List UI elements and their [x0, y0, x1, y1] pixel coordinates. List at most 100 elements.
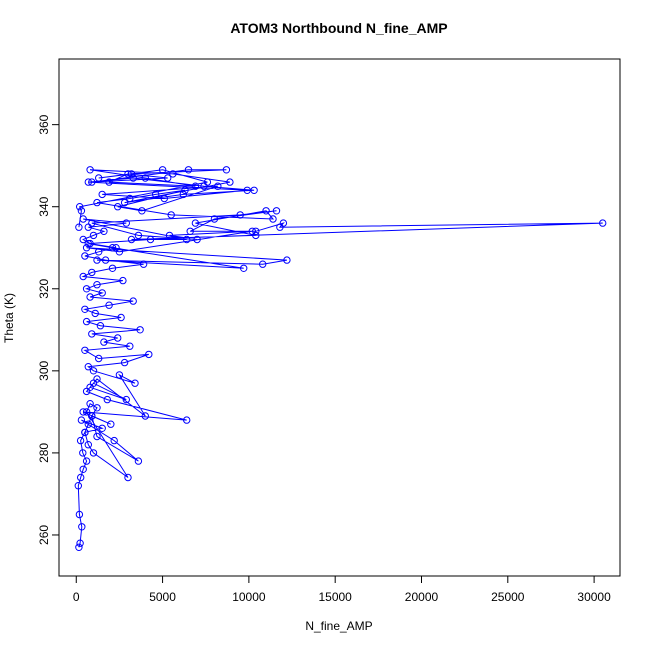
data-point: [276, 223, 284, 231]
data-point: [110, 436, 118, 445]
data-point: [81, 252, 89, 260]
data-point: [283, 256, 291, 264]
data-point: [120, 358, 129, 367]
data-point: [100, 338, 108, 346]
data-point: [164, 174, 172, 182]
data-point: [89, 367, 98, 375]
series-line: [77, 169, 603, 548]
data-point: [79, 272, 87, 281]
data-point: [183, 235, 191, 244]
data-point: [105, 178, 113, 186]
x-axis-label: N_fine_AMP: [305, 619, 372, 633]
data-point: [115, 371, 124, 379]
data-point: [91, 309, 99, 318]
data-point: [136, 326, 144, 334]
data-point: [75, 223, 83, 231]
data-point: [191, 182, 200, 190]
data-point: [100, 227, 108, 236]
data-point: [86, 400, 94, 408]
y-tick-label: 300: [37, 361, 51, 381]
data-point: [88, 412, 96, 420]
data-point: [169, 170, 177, 178]
data-point: [81, 305, 89, 313]
data-point: [183, 416, 191, 424]
data-point: [240, 264, 248, 272]
data-point: [89, 449, 98, 457]
data-point: [88, 330, 96, 338]
y-tick-label: 340: [37, 196, 51, 216]
data-point: [93, 375, 101, 383]
data-point: [126, 342, 134, 350]
data-point: [226, 178, 234, 186]
x-tick-label: 10000: [232, 590, 266, 604]
y-tick-label: 320: [37, 278, 51, 298]
data-point: [134, 457, 143, 465]
data-point: [84, 178, 93, 186]
x-tick-label: 0: [73, 590, 80, 604]
data-point: [95, 354, 103, 363]
data-point: [89, 231, 98, 240]
y-tick-label: 260: [37, 525, 51, 545]
data-point: [186, 227, 194, 236]
data-point: [272, 207, 281, 215]
y-axis-label: Theta (K): [2, 293, 16, 343]
data-point: [129, 174, 137, 182]
data-point: [98, 289, 106, 297]
data-point: [84, 441, 93, 449]
data-point: [210, 215, 219, 223]
x-axis: 0 5000 10000 15000 20000 25000 30000: [73, 575, 611, 604]
data-point: [262, 207, 270, 215]
data-point: [107, 420, 115, 428]
data-point: [122, 219, 131, 227]
y-axis: 260 280 300 320 340 360: [37, 114, 60, 545]
data-point: [79, 408, 87, 416]
plot-frame: [58, 58, 621, 577]
data-point: [79, 465, 87, 473]
data-point: [193, 235, 201, 244]
data-point: [222, 166, 231, 174]
data-point: [79, 449, 87, 457]
data-point: [103, 395, 112, 404]
data-point: [269, 215, 277, 223]
data-point: [181, 186, 189, 195]
data-point: [129, 297, 137, 305]
data-point: [203, 178, 212, 186]
data-point: [250, 186, 258, 195]
data-point: [86, 383, 94, 391]
data-point: [96, 322, 105, 330]
data-point: [95, 174, 103, 182]
data-point: [93, 198, 101, 207]
data-point: [138, 207, 146, 215]
x-tick-label: 15000: [318, 590, 352, 604]
data-point: [236, 211, 244, 219]
data-point: [179, 190, 188, 199]
data-point: [126, 194, 134, 203]
data-point: [158, 166, 167, 174]
data-point: [81, 428, 89, 437]
data-point: [191, 219, 200, 227]
data-point: [84, 363, 93, 371]
data-point: [108, 264, 117, 272]
data-point: [77, 416, 86, 424]
data-point: [134, 231, 143, 240]
data-point: [77, 207, 86, 215]
data-point: [124, 170, 132, 178]
data-point: [82, 317, 91, 326]
series-lines: [77, 169, 603, 548]
data-point: [141, 174, 150, 182]
y-tick-label: 280: [37, 443, 51, 463]
data-point: [127, 235, 136, 244]
data-point: [105, 301, 113, 309]
data-point: [124, 473, 132, 482]
data-point: [79, 215, 87, 223]
data-point: [117, 313, 125, 322]
data-point: [114, 334, 122, 342]
data-point: [86, 293, 94, 301]
chart-title: ATOM3 Northbound N_fine_AMP: [230, 20, 447, 36]
data-point: [77, 473, 85, 482]
data-point: [76, 203, 84, 211]
data-point: [95, 248, 103, 256]
data-point: [78, 523, 86, 531]
x-tick-label: 5000: [149, 590, 176, 604]
data-point: [93, 432, 101, 441]
